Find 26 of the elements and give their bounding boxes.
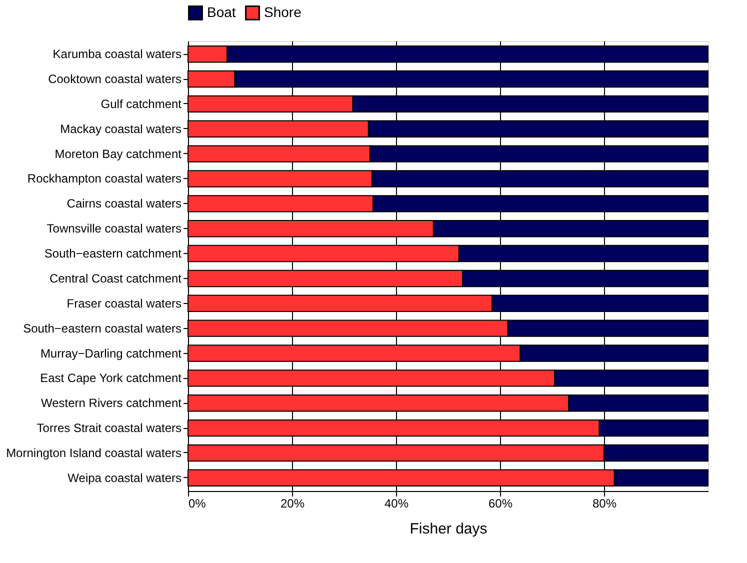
y-tick-label: Torres Strait coastal waters: [36, 421, 182, 436]
x-tick-label: 80%: [592, 496, 617, 510]
y-tick-label: Western Rivers catchment: [41, 396, 182, 410]
y-tick-label: Murray−Darling catchment: [40, 346, 182, 360]
legend-label: Boat: [207, 4, 236, 20]
y-tick-label: South−eastern coastal waters: [23, 321, 182, 336]
legend-label: Shore: [264, 4, 302, 20]
y-tick-label: Fraser coastal waters: [66, 296, 182, 310]
y-tick-label: Central Coast catchment: [49, 271, 182, 286]
y-tick-label: Rockhampton coastal waters: [27, 172, 182, 186]
y-tick-label: East Cape York catchment: [40, 371, 182, 386]
x-axis-title: Fisher days: [410, 520, 488, 538]
y-tick-label: Mornington Island coastal waters: [6, 446, 182, 460]
y-tick-label: Moreton Bay catchment: [54, 146, 182, 161]
y-tick-label: Mackay coastal waters: [60, 122, 182, 136]
y-tick-label: Cooktown coastal waters: [48, 72, 182, 86]
x-tick-label: 0%: [188, 496, 206, 510]
x-tick-label: 60%: [488, 496, 513, 510]
x-tick-label: 20%: [280, 496, 305, 510]
y-tick-label: Cairns coastal waters: [66, 196, 182, 211]
y-tick-label: Townsville coastal waters: [46, 222, 182, 236]
y-tick-label: Weipa coastal waters: [68, 470, 182, 485]
y-tick-label: South−eastern catchment: [44, 246, 182, 261]
x-tick-label: 40%: [384, 496, 409, 510]
y-tick-label: Gulf catchment: [100, 96, 182, 111]
y-tick-label: Karumba coastal waters: [52, 47, 182, 62]
